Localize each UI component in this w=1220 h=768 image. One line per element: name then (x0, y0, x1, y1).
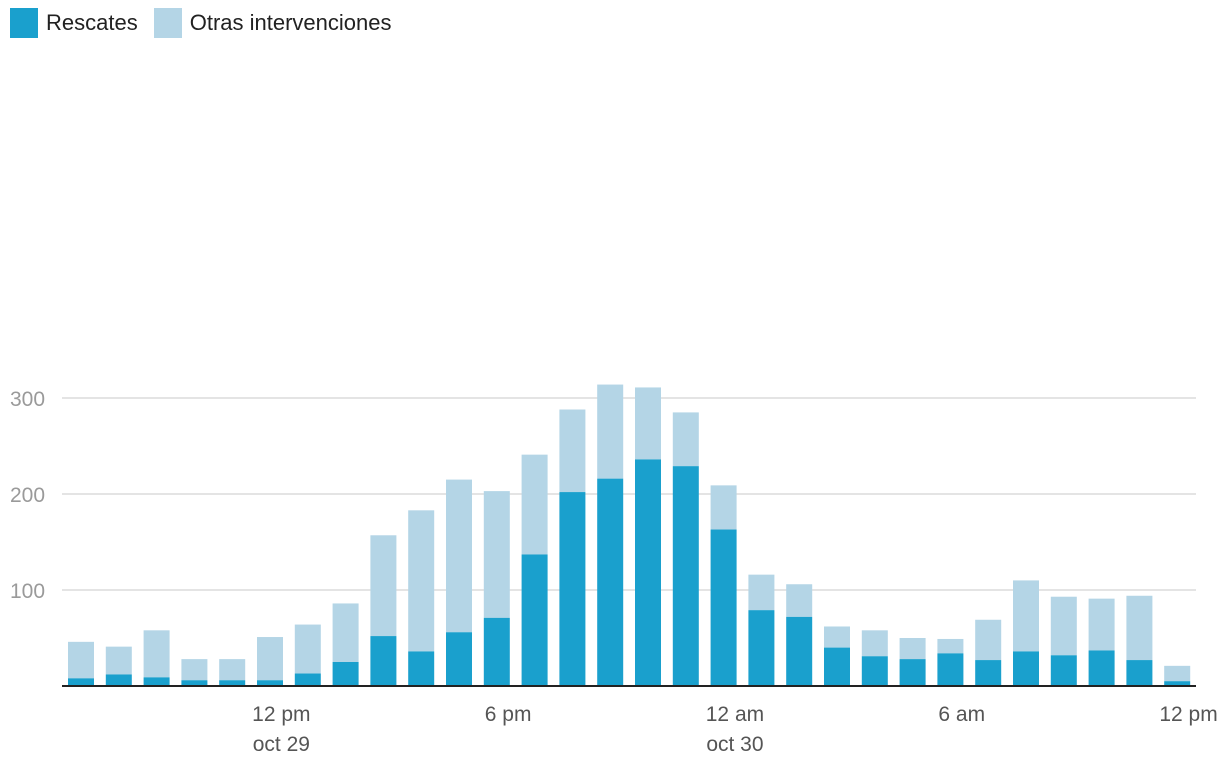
bar-otras-23 (937, 638, 964, 654)
legend-item-rescates[interactable]: Rescates (10, 8, 138, 38)
bar-otras-25 (1013, 580, 1039, 652)
y-tick-label-300: 300 (10, 388, 45, 411)
bar-otras-7 (332, 603, 359, 662)
bar-rescates-18 (748, 610, 775, 686)
bar-otras-22 (899, 638, 926, 660)
bar-otras-1 (105, 646, 132, 675)
x-tick-sublabel-2: oct 30 (706, 733, 763, 756)
bar-rescates-27 (1088, 650, 1115, 686)
bar-otras-16 (672, 412, 699, 467)
x-tick-label-4: 12 pm (1159, 703, 1217, 726)
bar-rescates-13 (559, 492, 586, 686)
bar-rescates-5 (257, 680, 283, 686)
bar-rescates-20 (824, 647, 850, 686)
bar-rescates-15 (635, 459, 661, 686)
bar-otras-3 (181, 659, 208, 681)
bar-rescates-24 (975, 660, 1002, 686)
bar-otras-11 (483, 491, 510, 618)
bar-otras-0 (68, 641, 94, 679)
x-tick-label-2: 12 am (706, 703, 764, 726)
bar-otras-27 (1088, 598, 1115, 651)
bar-rescates-21 (861, 656, 888, 686)
x-tick-label-3: 6 am (938, 703, 985, 726)
bar-otras-8 (370, 535, 397, 637)
bar-otras-26 (1050, 596, 1077, 656)
bar-rescates-17 (710, 529, 737, 686)
bar-rescates-6 (294, 673, 321, 686)
y-tick-label-200: 200 (10, 484, 45, 507)
bar-rescates-3 (181, 680, 208, 686)
bar-rescates-23 (937, 653, 964, 686)
bar-otras-4 (219, 659, 246, 681)
bar-rescates-28 (1126, 660, 1153, 686)
legend: Rescates Otras intervenciones (10, 8, 391, 38)
x-tick-label-1: 6 pm (485, 703, 532, 726)
bar-rescates-11 (483, 617, 510, 686)
bar-otras-28 (1126, 595, 1153, 661)
bar-otras-17 (710, 485, 737, 530)
bar-otras-6 (294, 624, 321, 674)
bar-otras-18 (748, 574, 775, 611)
bar-otras-12 (521, 454, 548, 555)
bar-otras-29 (1164, 665, 1191, 682)
bar-rescates-14 (597, 478, 624, 686)
bar-otras-13 (559, 409, 586, 493)
y-tick-label-100: 100 (10, 580, 45, 603)
bar-rescates-7 (332, 662, 359, 686)
bar-otras-19 (786, 584, 813, 617)
bar-otras-10 (446, 479, 472, 633)
x-tick-label-0: 12 pm (252, 703, 310, 726)
x-tick-sublabel-0: oct 29 (253, 733, 310, 756)
bar-rescates-16 (672, 466, 699, 686)
bar-rescates-26 (1050, 655, 1077, 686)
bar-otras-2 (143, 630, 170, 678)
legend-swatch-otras (153, 8, 182, 38)
bar-rescates-12 (521, 554, 548, 686)
bar-rescates-4 (219, 680, 246, 686)
bar-rescates-0 (68, 678, 94, 686)
bar-otras-20 (824, 626, 850, 648)
bar-rescates-8 (370, 636, 397, 686)
bar-rescates-9 (408, 651, 435, 686)
bar-otras-9 (408, 510, 435, 652)
bar-rescates-19 (786, 616, 813, 686)
bar-rescates-2 (143, 677, 170, 686)
bar-rescates-1 (105, 674, 132, 686)
legend-item-otras[interactable]: Otras intervenciones (153, 8, 392, 38)
bar-rescates-10 (446, 632, 472, 686)
bar-otras-24 (975, 619, 1002, 661)
bar-otras-21 (861, 630, 888, 657)
legend-label-otras: Otras intervenciones (189, 10, 392, 35)
bar-rescates-22 (899, 659, 926, 686)
bar-otras-14 (597, 384, 624, 479)
legend-label-rescates: Rescates (46, 10, 138, 35)
bar-rescates-29 (1164, 681, 1191, 686)
bar-otras-5 (257, 637, 283, 681)
legend-swatch-rescates (10, 8, 38, 38)
bar-rescates-25 (1013, 651, 1039, 686)
bar-otras-15 (635, 387, 661, 460)
